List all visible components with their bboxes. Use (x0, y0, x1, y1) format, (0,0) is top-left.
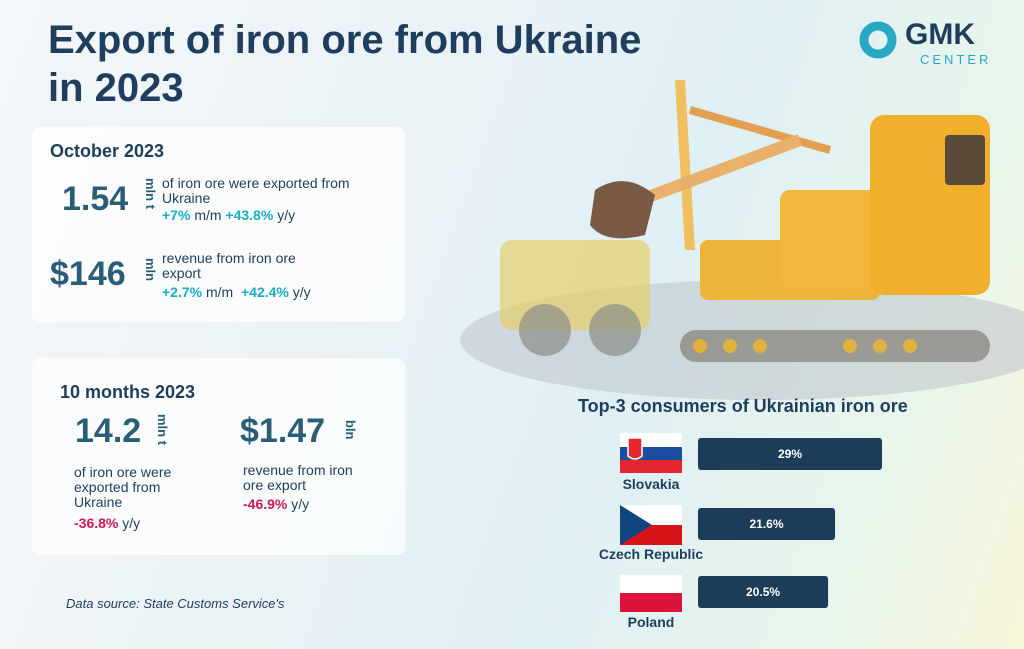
big-value: 1.54 (62, 180, 129, 218)
big-value: $146 (50, 255, 126, 293)
yy: -46.9% (243, 496, 288, 512)
value-label: 29% (778, 447, 802, 461)
mm: +2.7% (162, 284, 203, 300)
desc: of iron ore were exported from Ukraine (162, 175, 350, 206)
logo-icon (859, 21, 897, 59)
logo-name: GMK (905, 18, 975, 51)
flag-slovakia (620, 433, 682, 473)
mm: +7% (162, 207, 191, 223)
bar (698, 576, 829, 608)
yy: +42.4% (240, 284, 289, 300)
change: +2.7% m/m +42.4% y/y (162, 285, 311, 300)
unit: mln (143, 258, 158, 282)
change: -46.9% y/y (243, 497, 309, 512)
change: -36.8% y/y (74, 516, 140, 531)
unit: mln t (143, 178, 158, 210)
flag-poland (620, 575, 682, 612)
category-label: Slovakia (623, 476, 680, 492)
chart-title: Top-3 consumers of Ukrainian iron ore (578, 396, 908, 416)
unit: mln t (155, 414, 170, 446)
heading: 10 months 2023 (60, 382, 196, 402)
yy: +43.8% (225, 207, 274, 223)
title: in 2023 (48, 66, 184, 110)
unit: bln (343, 420, 358, 440)
yy-label: y/y (292, 284, 311, 300)
yy-label: y/y (291, 496, 310, 512)
flag-czech (620, 505, 682, 545)
desc: revenue from iron ore export (243, 462, 353, 493)
big-value: 14.2 (75, 412, 142, 450)
source: Data source: State Customs Service's (66, 596, 285, 611)
mm-label: m/m (205, 284, 234, 300)
desc: revenue from iron ore export (162, 250, 296, 281)
mm-label: m/m (194, 207, 222, 223)
value-label: 21.6% (750, 517, 784, 531)
bar (698, 508, 836, 540)
october-panel (32, 127, 405, 322)
yy: -36.8% (74, 515, 119, 531)
title: Export of iron ore from Ukraine (48, 18, 642, 62)
big-value: $1.47 (240, 412, 326, 450)
ten-months-panel (32, 358, 405, 555)
desc: of iron ore were exported from Ukraine (74, 464, 172, 510)
yy-label: y/y (277, 207, 296, 223)
category-label: Czech Republic (599, 546, 703, 562)
heading: October 2023 (50, 141, 165, 161)
bar (698, 438, 882, 470)
category-label: Poland (628, 614, 675, 630)
yy-label: y/y (122, 515, 141, 531)
value-label: 20.5% (746, 585, 780, 599)
change: +7% m/m +43.8% y/y (162, 208, 295, 223)
logo-sub: CENTER (920, 52, 992, 67)
